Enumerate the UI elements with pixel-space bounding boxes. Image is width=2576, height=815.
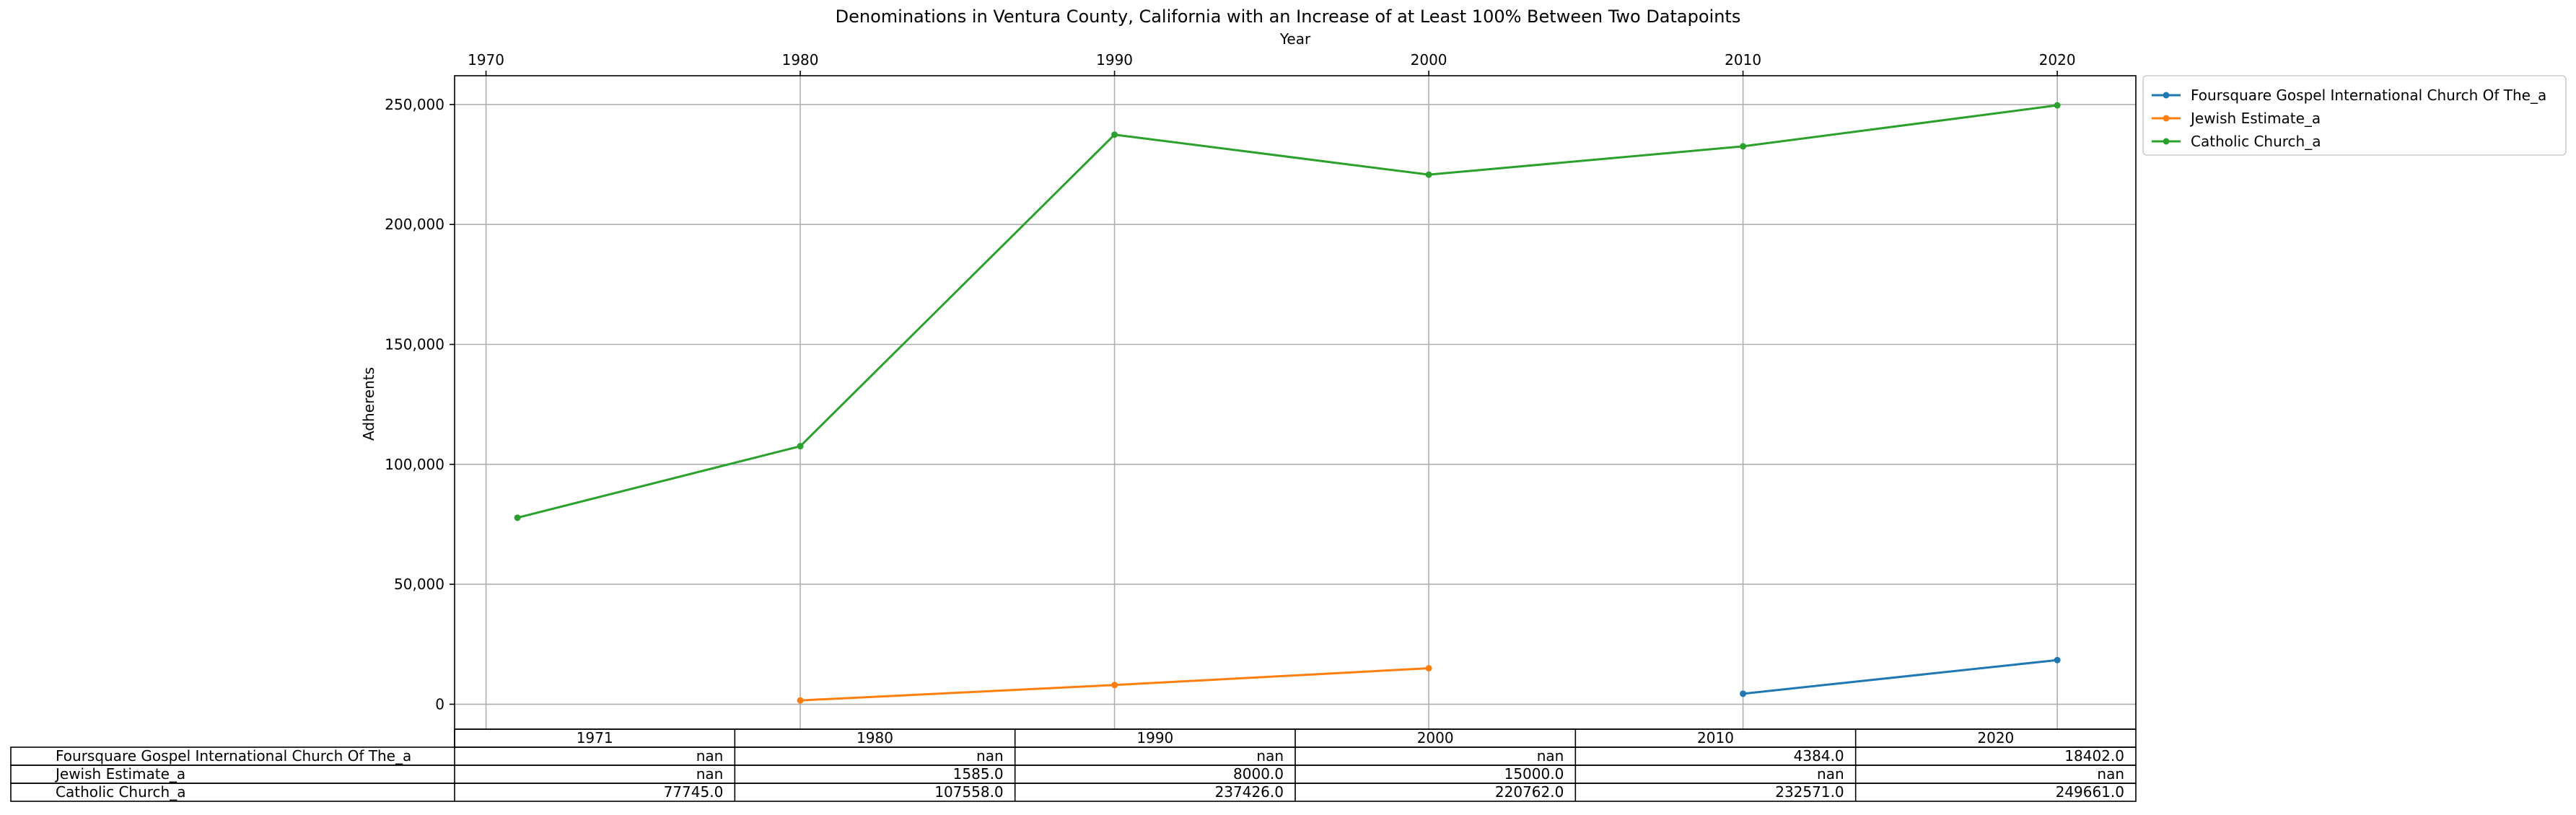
y-tick-label: 200,000 [385, 216, 444, 233]
table-row-label: Jewish Estimate_a [54, 765, 185, 783]
legend-marker-1 [2163, 115, 2170, 122]
table-row-frame [10, 783, 2137, 802]
data-table: 1971 1980 1990 2000 2010 2020 Foursquare Gospe… [10, 728, 2137, 802]
table-column-header: 1980 [857, 729, 893, 746]
table-cell: nan [2097, 765, 2124, 783]
table-column-header: 2010 [1697, 729, 1734, 746]
y-tick-label: 0 [435, 695, 444, 713]
data-point [1740, 690, 1747, 697]
data-point [1425, 171, 1432, 178]
table-row-label: Catholic Church_a [56, 783, 185, 801]
table-cell: 249661.0 [2056, 783, 2124, 801]
data-point [2054, 656, 2061, 664]
table-cell: 232571.0 [1775, 783, 1844, 801]
x-tick-label: 1990 [1096, 51, 1133, 69]
series-1 [797, 665, 1432, 704]
x-tick-label: 2020 [2039, 51, 2076, 69]
data-point [514, 514, 521, 521]
legend-label-2: Catholic Church_a [2191, 133, 2321, 150]
data-point [1111, 131, 1118, 138]
table-cell: 1585.0 [953, 765, 1004, 783]
data-point [797, 443, 804, 450]
table-cell: 8000.0 [1233, 765, 1284, 783]
legend-marker-2 [2163, 138, 2170, 145]
y-tick-label: 250,000 [385, 96, 444, 113]
table-cell: 237426.0 [1215, 783, 1284, 801]
data-point [1740, 143, 1747, 150]
table-column-header: 2020 [1977, 729, 2014, 746]
series-0 [1740, 656, 2061, 697]
chart-title: Denominations in Ventura County, Califor… [836, 6, 1741, 27]
plot-frame [454, 75, 2137, 730]
grid-lines [455, 76, 2136, 729]
table-cell: 77745.0 [664, 783, 724, 801]
legend-label-0: Foursquare Gospel International Church O… [2191, 87, 2546, 104]
x-tick-label: 1970 [468, 51, 504, 69]
table-cell: 107558.0 [934, 783, 1003, 801]
table-cell: 4384.0 [1794, 747, 1844, 765]
x-tick-label: 1980 [782, 51, 819, 69]
table-column-header: 1990 [1136, 729, 1173, 746]
legend-label-1: Jewish Estimate_a [2189, 110, 2321, 127]
data-point [1111, 682, 1118, 689]
y-tick-label: 150,000 [385, 336, 444, 353]
series-2 [514, 102, 2061, 521]
table-cell: nan [1817, 765, 1844, 783]
table-cell: nan [1537, 747, 1564, 765]
data-point [2054, 102, 2061, 109]
axis-ticks: 1970 1980 1990 2000 2010 2020 0 50,000 100,000 15… [385, 51, 2075, 713]
table-cell: nan [696, 765, 724, 783]
legend-frame [2142, 75, 2567, 156]
table-cell: nan [976, 747, 1004, 765]
x-tick-label: 2000 [1411, 51, 1447, 69]
table-cell: nan [696, 747, 724, 765]
y-tick-label: 50,000 [394, 576, 444, 593]
series-line [1743, 658, 2058, 695]
x-axis-label: Year [1279, 30, 1311, 48]
table-cell: 220762.0 [1495, 783, 1564, 801]
legend-marker-0 [2163, 92, 2170, 99]
series-line [517, 104, 2058, 519]
y-axis-label: Adherents [360, 367, 377, 441]
table-column-header: 1971 [577, 729, 613, 746]
table-cell: 18402.0 [2064, 747, 2124, 765]
series-lines [514, 102, 2061, 704]
data-point [1425, 665, 1432, 672]
table-cell: 15000.0 [1504, 765, 1564, 783]
x-tick-label: 2010 [1725, 51, 1761, 69]
y-tick-label: 100,000 [385, 456, 444, 473]
table-column-header: 2000 [1417, 729, 1454, 746]
legend: Foursquare Gospel International Church O… [2142, 75, 2567, 156]
table-row-label: Foursquare Gospel International Church O… [56, 747, 411, 765]
data-point [797, 697, 804, 704]
table-cell: nan [1256, 747, 1284, 765]
